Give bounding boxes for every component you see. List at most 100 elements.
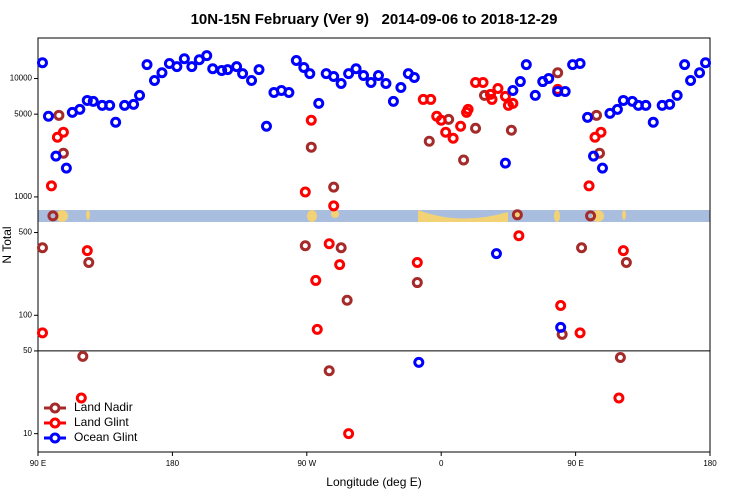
- point: [700, 57, 712, 69]
- point: [520, 59, 532, 71]
- point: [574, 327, 586, 339]
- point: [304, 68, 316, 80]
- point: [186, 61, 198, 73]
- point: [305, 114, 317, 126]
- point: [246, 75, 258, 87]
- point: [685, 75, 697, 87]
- point: [77, 350, 89, 362]
- point: [647, 116, 659, 128]
- point: [408, 72, 420, 84]
- point: [440, 126, 452, 138]
- point: [299, 186, 311, 198]
- point: [582, 111, 594, 123]
- point: [552, 67, 564, 79]
- x-tick-label: 180: [703, 459, 717, 468]
- point: [595, 126, 607, 138]
- point: [45, 180, 57, 192]
- x-tick-label: 0: [439, 459, 444, 468]
- point: [484, 88, 496, 100]
- point: [574, 57, 586, 69]
- x-tick-label: 90 W: [297, 459, 316, 468]
- point: [141, 59, 153, 71]
- point: [60, 162, 72, 174]
- y-tick-label: 1000: [14, 192, 32, 201]
- point: [591, 109, 603, 121]
- x-tick-label: 90 E: [567, 459, 583, 468]
- land-shape: [622, 210, 626, 220]
- point: [358, 70, 370, 82]
- point: [664, 98, 676, 110]
- point: [380, 77, 392, 89]
- legend-marker: [49, 402, 61, 414]
- point: [260, 120, 272, 132]
- point: [470, 122, 482, 134]
- point: [343, 428, 355, 440]
- land-shape: [554, 210, 560, 222]
- point: [679, 59, 691, 71]
- point: [341, 294, 353, 306]
- point: [611, 103, 623, 115]
- point: [435, 114, 447, 126]
- point: [104, 99, 116, 111]
- point: [505, 124, 517, 136]
- point: [36, 327, 48, 339]
- point: [486, 93, 498, 105]
- point: [395, 81, 407, 93]
- point: [511, 209, 523, 221]
- point: [477, 77, 489, 89]
- point: [148, 75, 160, 87]
- legend-label: Land Glint: [74, 415, 129, 429]
- land-shape: [418, 210, 508, 222]
- point: [36, 242, 48, 254]
- point: [178, 53, 190, 65]
- point: [640, 99, 652, 111]
- point: [555, 299, 567, 311]
- point: [47, 210, 59, 222]
- x-tick-label: 90 E: [30, 459, 46, 468]
- point: [81, 245, 93, 257]
- point: [413, 356, 425, 368]
- point: [507, 85, 519, 97]
- land-shape: [331, 210, 339, 218]
- point: [328, 181, 340, 193]
- point: [576, 242, 588, 254]
- y-axis-label: N Total: [0, 226, 14, 263]
- y-tick-label: 10: [23, 429, 32, 438]
- point: [231, 61, 243, 73]
- point: [313, 97, 325, 109]
- point: [455, 120, 467, 132]
- point: [559, 85, 571, 97]
- point: [694, 67, 706, 79]
- point: [588, 150, 600, 162]
- point: [617, 94, 629, 106]
- point: [134, 89, 146, 101]
- point: [583, 180, 595, 192]
- point: [207, 63, 219, 75]
- point: [81, 94, 93, 106]
- chart-title: 10N-15N February (Ver 9) 2014-09-06 to 2…: [191, 11, 558, 28]
- point: [42, 110, 54, 122]
- point: [201, 50, 213, 62]
- y-tick-label: 5000: [14, 109, 32, 118]
- point: [290, 55, 302, 67]
- y-tick-label: 10000: [10, 74, 33, 83]
- point: [387, 95, 399, 107]
- point: [298, 61, 310, 73]
- point: [555, 321, 567, 333]
- point: [499, 90, 511, 102]
- point: [462, 103, 474, 115]
- land-shape: [56, 210, 68, 222]
- ocean-band: [38, 210, 710, 222]
- point: [514, 76, 526, 88]
- point: [458, 154, 470, 166]
- legend-marker: [49, 432, 61, 444]
- point: [53, 109, 65, 121]
- point: [499, 157, 511, 169]
- point: [543, 73, 555, 85]
- point: [253, 64, 265, 76]
- point: [614, 351, 626, 363]
- point: [171, 61, 183, 73]
- point: [617, 245, 629, 257]
- legend-label: Land Nadir: [74, 400, 133, 414]
